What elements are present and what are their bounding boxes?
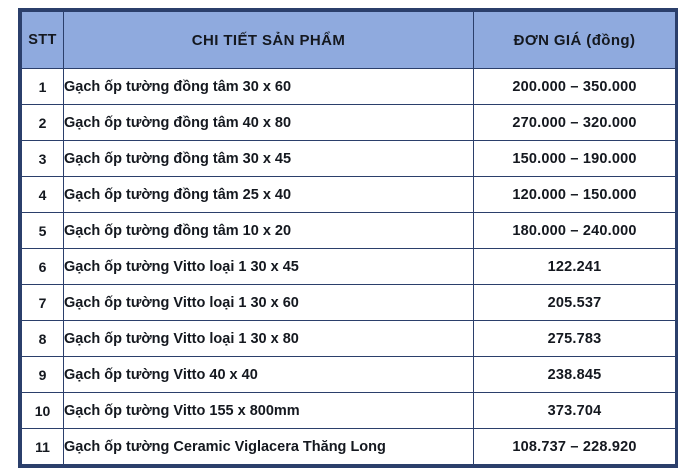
- cell-product-detail: Gạch ốp tường Vitto loại 1 30 x 60: [63, 284, 474, 321]
- table-row: 9 Gạch ốp tường Vitto 40 x 40 238.845: [21, 356, 676, 393]
- table-row: 5 Gạch ốp tường đồng tâm 10 x 20 180.000 –…: [21, 212, 676, 249]
- cell-product-detail: Gạch ốp tường Vitto loại 1 30 x 80: [63, 320, 474, 357]
- cell-unit-price: 120.000 – 150.000: [473, 176, 676, 213]
- cell-product-detail: Gạch ốp tường Ceramic Viglacera Thăng Lo…: [63, 428, 474, 465]
- column-header-unit-price: ĐƠN GIÁ (đồng): [473, 11, 676, 69]
- cell-product-detail: Gạch ốp tường đồng tâm 25 x 40: [63, 176, 474, 213]
- cell-product-detail: Gạch ốp tường Vitto 155 x 800mm: [63, 392, 474, 429]
- cell-stt: 8: [21, 320, 64, 357]
- cell-unit-price: 122.241: [473, 248, 676, 285]
- cell-stt: 11: [21, 428, 64, 465]
- cell-stt: 3: [21, 140, 64, 177]
- cell-product-detail: Gạch ốp tường Vitto loại 1 30 x 45: [63, 248, 474, 285]
- table-row: 1 Gạch ốp tường đồng tâm 30 x 60 200.000 –…: [21, 68, 676, 105]
- cell-stt: 9: [21, 356, 64, 393]
- table-header: STT CHI TIẾT SẢN PHẨM ĐƠN GIÁ (đồng): [21, 11, 676, 69]
- cell-stt: 2: [21, 104, 64, 141]
- table-row: 7 Gạch ốp tường Vitto loại 1 30 x 60 205.5…: [21, 284, 676, 321]
- table-body: 1 Gạch ốp tường đồng tâm 30 x 60 200.000 –…: [21, 68, 676, 465]
- cell-stt: 5: [21, 212, 64, 249]
- table-row: 10 Gạch ốp tường Vitto 155 x 800mm 373.704: [21, 392, 676, 429]
- table-row: 4 Gạch ốp tường đồng tâm 25 x 40 120.000 –…: [21, 176, 676, 213]
- price-table-container: STT CHI TIẾT SẢN PHẨM ĐƠN GIÁ (đồng) 1 Gạ…: [18, 8, 678, 468]
- table-header-row: STT CHI TIẾT SẢN PHẨM ĐƠN GIÁ (đồng): [21, 11, 676, 69]
- cell-stt: 1: [21, 68, 64, 105]
- cell-unit-price: 180.000 – 240.000: [473, 212, 676, 249]
- cell-unit-price: 238.845: [473, 356, 676, 393]
- cell-unit-price: 373.704: [473, 392, 676, 429]
- cell-stt: 6: [21, 248, 64, 285]
- table-row: 3 Gạch ốp tường đồng tâm 30 x 45 150.000 –…: [21, 140, 676, 177]
- cell-product-detail: Gạch ốp tường đồng tâm 10 x 20: [63, 212, 474, 249]
- column-header-product-detail: CHI TIẾT SẢN PHẨM: [63, 11, 474, 69]
- cell-unit-price: 270.000 – 320.000: [473, 104, 676, 141]
- table-row: 11 Gạch ốp tường Ceramic Viglacera Thăng …: [21, 428, 676, 465]
- product-price-table: STT CHI TIẾT SẢN PHẨM ĐƠN GIÁ (đồng) 1 Gạ…: [21, 11, 676, 465]
- table-row: 8 Gạch ốp tường Vitto loại 1 30 x 80 275.7…: [21, 320, 676, 357]
- cell-unit-price: 275.783: [473, 320, 676, 357]
- cell-unit-price: 108.737 – 228.920: [473, 428, 676, 465]
- table-row: 6 Gạch ốp tường Vitto loại 1 30 x 45 122.2…: [21, 248, 676, 285]
- cell-product-detail: Gạch ốp tường đồng tâm 40 x 80: [63, 104, 474, 141]
- cell-unit-price: 150.000 – 190.000: [473, 140, 676, 177]
- cell-product-detail: Gạch ốp tường đồng tâm 30 x 60: [63, 68, 474, 105]
- cell-stt: 4: [21, 176, 64, 213]
- column-header-stt: STT: [21, 11, 64, 69]
- table-row: 2 Gạch ốp tường đồng tâm 40 x 80 270.000 –…: [21, 104, 676, 141]
- cell-product-detail: Gạch ốp tường Vitto 40 x 40: [63, 356, 474, 393]
- cell-stt: 7: [21, 284, 64, 321]
- cell-unit-price: 205.537: [473, 284, 676, 321]
- cell-product-detail: Gạch ốp tường đồng tâm 30 x 45: [63, 140, 474, 177]
- cell-stt: 10: [21, 392, 64, 429]
- cell-unit-price: 200.000 – 350.000: [473, 68, 676, 105]
